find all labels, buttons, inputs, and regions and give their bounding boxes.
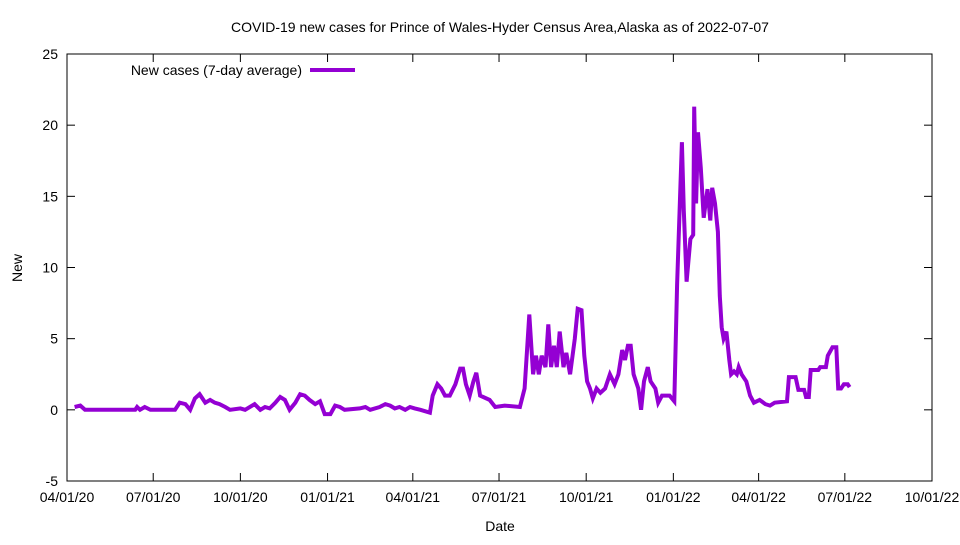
x-tick-label: 07/01/21 (472, 489, 527, 505)
x-tick-label: 01/01/22 (646, 489, 701, 505)
y-axis-label: New (9, 253, 25, 282)
chart-title: COVID-19 new cases for Prince of Wales-H… (231, 19, 769, 35)
legend-label: New cases (7-day average) (131, 62, 302, 78)
x-tick-label: 10/01/20 (213, 489, 268, 505)
x-tick-label: 01/01/21 (300, 489, 355, 505)
y-axis: -5 0 5 10 15 20 25 (42, 46, 932, 489)
x-tick-label: 10/01/21 (559, 489, 614, 505)
series-line-new-cases (74, 106, 852, 417)
y-tick-label: 0 (50, 402, 58, 418)
x-tick-label: 04/01/22 (731, 489, 786, 505)
x-tick-label: 07/01/20 (126, 489, 181, 505)
y-tick-label: -5 (46, 473, 59, 489)
y-tick-label: 20 (42, 117, 58, 133)
x-axis: 04/01/20 07/01/20 10/01/20 01/01/21 04/01/21… (40, 54, 960, 505)
x-tick-label: 04/01/20 (40, 489, 95, 505)
legend: New cases (7-day average) (131, 62, 355, 78)
y-tick-label: 25 (42, 46, 58, 62)
plot-area-border (66, 53, 933, 482)
x-tick-label: 10/01/22 (905, 489, 960, 505)
x-tick-label: 07/01/22 (818, 489, 873, 505)
x-tick-label: 04/01/21 (386, 489, 441, 505)
y-tick-label: 15 (42, 188, 58, 204)
y-tick-label: 5 (50, 331, 58, 347)
y-tick-label: 10 (42, 260, 58, 276)
x-axis-label: Date (485, 518, 515, 534)
